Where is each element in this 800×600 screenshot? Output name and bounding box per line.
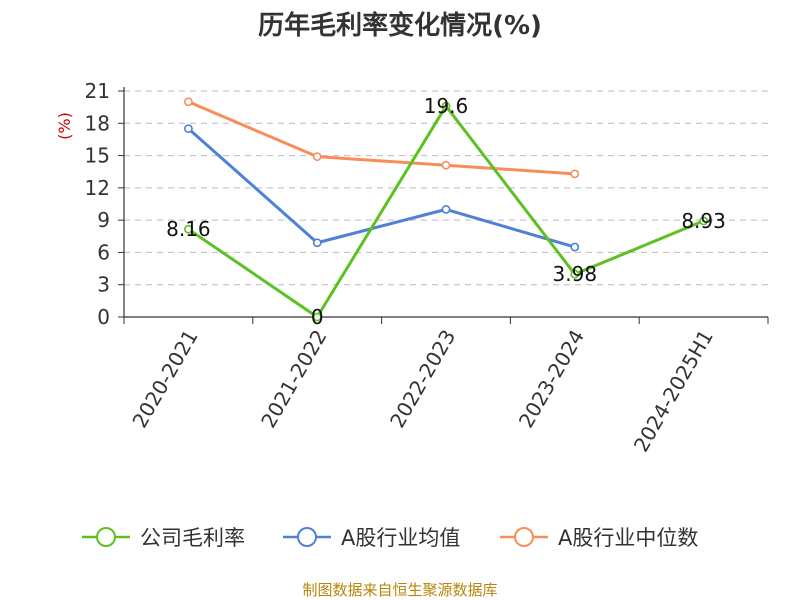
legend-label: 公司毛利率: [140, 526, 245, 550]
legend-swatch-marker: [297, 527, 317, 547]
data-point: [441, 204, 451, 214]
data-point: [312, 312, 322, 322]
x-tick-labels: 2020-2021 2021-2022 2022-2023 2023-2024 2024…: [127, 326, 717, 456]
data-label: 8.16: [166, 217, 211, 241]
y-tick-label: 6: [97, 240, 110, 264]
data-point: [570, 169, 580, 179]
y-tick-label: 9: [97, 208, 110, 232]
data-point: [441, 101, 451, 111]
data-point: [312, 238, 322, 248]
data-point: [183, 97, 193, 107]
legend-swatch-marker: [514, 527, 534, 547]
chart-title: 历年毛利率变化情况(%): [258, 10, 542, 41]
data-point: [570, 269, 580, 279]
legend-swatch-marker: [96, 527, 116, 547]
x-tick-label: 2023-2024: [514, 326, 589, 432]
legend-label: A股行业中位数: [558, 526, 698, 550]
y-tick-label: 12: [85, 176, 110, 200]
data-label: 0: [311, 305, 324, 329]
y-tick-labels: 0 3 6 9 12 15 18 21: [85, 79, 110, 329]
data-label: 3.98: [553, 262, 598, 286]
x-tick-label: 2020-2021: [127, 326, 202, 432]
y-tick-label: 18: [85, 111, 110, 135]
data-point: [570, 242, 580, 252]
y-tick-label: 15: [85, 144, 110, 168]
data-point: [441, 160, 451, 170]
data-point: [183, 124, 193, 134]
data-label: 8.93: [681, 209, 726, 233]
y-tick-label: 21: [85, 79, 110, 103]
legend-label: A股行业均值: [341, 526, 460, 550]
series-line: [187, 100, 575, 176]
y-tick-label: 0: [97, 305, 110, 329]
data-point: [699, 216, 708, 226]
legend: 公司毛利率 A股行业均值 A股行业中位数: [82, 526, 698, 550]
axes: [118, 87, 769, 324]
x-tick-label: 2024-2025H1: [629, 326, 718, 456]
y-unit-label: (%): [55, 112, 74, 140]
x-tick-label: 2022-2023: [385, 326, 460, 432]
data-labels: 8.16 0 19.6 3.98 8.93: [166, 94, 726, 329]
data-point: [183, 224, 193, 234]
data-label: 19.6: [424, 94, 469, 118]
series-group: [183, 97, 708, 322]
grid-lines: [124, 90, 768, 286]
source-note: 制图数据来自恒生聚源数据库: [302, 581, 497, 599]
x-tick-label: 2021-2022: [256, 326, 331, 432]
data-point: [312, 152, 322, 162]
series-line: [187, 127, 576, 249]
y-tick-label: 3: [97, 273, 110, 297]
